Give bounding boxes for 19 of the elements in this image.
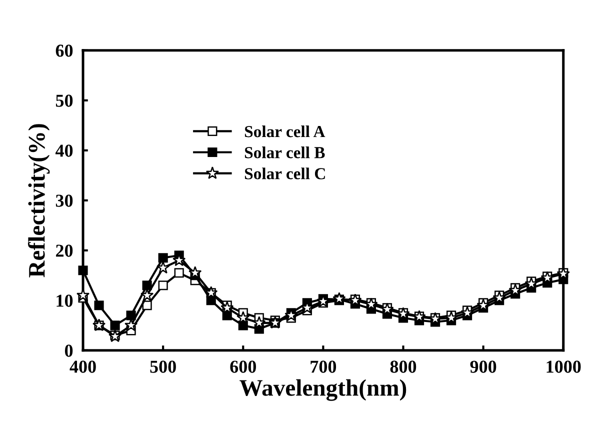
legend-label: Solar cell B — [244, 146, 325, 158]
x-tick-label: 700 — [310, 360, 336, 373]
x-tick-label: 500 — [150, 360, 176, 373]
y-tick-label: 10 — [56, 294, 73, 307]
x-tick-label: 800 — [390, 360, 416, 373]
y-tick-label: 0 — [64, 344, 73, 357]
y-tick-label: 20 — [56, 244, 73, 257]
y-tick-label: 60 — [56, 44, 73, 57]
y-axis-title: Reflectivity(%) — [28, 124, 50, 278]
y-tick-label: 50 — [56, 94, 73, 107]
x-tick-label: 600 — [230, 360, 256, 373]
y-tick-label: 40 — [55, 144, 73, 157]
legend-label: Solar cell C — [244, 168, 325, 180]
x-tick-label: 1000 — [546, 360, 581, 373]
legend-label: Solar cell A — [244, 125, 326, 138]
x-axis-title: Wavelength(nm) — [240, 379, 406, 401]
x-tick-label: 900 — [470, 360, 496, 373]
x-tick-label: 400 — [70, 360, 96, 373]
y-tick-label: 30 — [56, 194, 73, 207]
